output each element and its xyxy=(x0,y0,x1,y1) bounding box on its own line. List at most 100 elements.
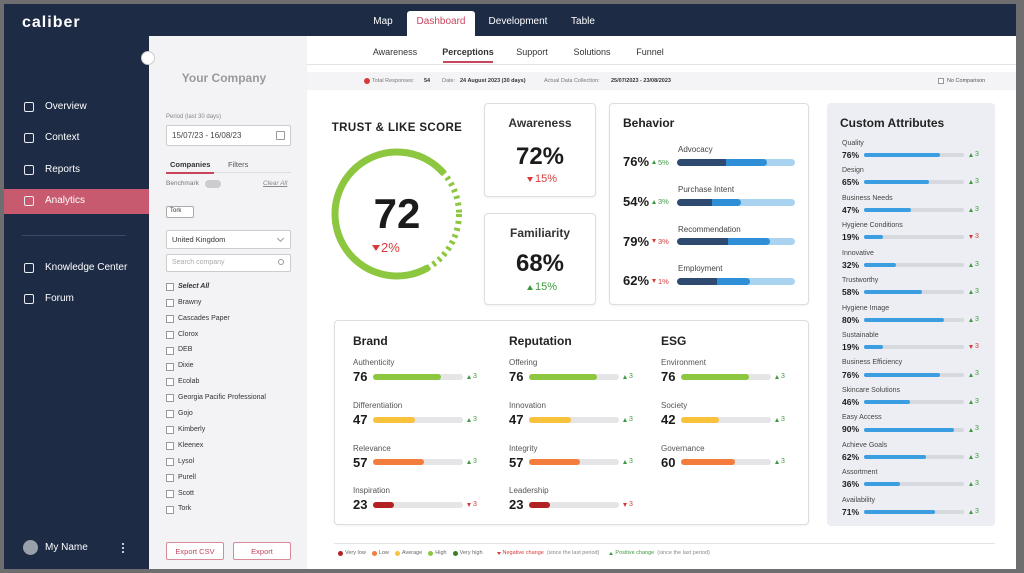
custom-label: Skincare Solutions xyxy=(842,386,900,394)
checkbox[interactable] xyxy=(166,473,174,482)
checkbox[interactable] xyxy=(166,505,174,514)
custom-change: 3 xyxy=(975,425,979,433)
checkbox[interactable] xyxy=(166,442,174,450)
company-option[interactable]: Ecolab xyxy=(178,378,200,386)
sub-tab[interactable]: Solutions xyxy=(573,46,611,57)
company-option[interactable]: Clorox xyxy=(178,330,199,338)
export-label[interactable]: Export CSV xyxy=(175,546,215,556)
nav-item[interactable]: Overview xyxy=(45,101,87,112)
export-button[interactable] xyxy=(233,542,291,560)
trend-arrow xyxy=(623,417,627,422)
info-text: Actual Data Collection: xyxy=(544,77,600,84)
top-tab[interactable]: Dashboard xyxy=(416,16,466,27)
sub-tab[interactable]: Awareness xyxy=(372,46,418,57)
checkbox[interactable] xyxy=(166,346,174,355)
company-option[interactable]: Tork xyxy=(178,505,192,513)
group-title: Brand xyxy=(353,333,388,348)
top-tab[interactable]: Table xyxy=(571,16,595,27)
legend-change: Negative change xyxy=(502,550,544,557)
export-label[interactable]: Export xyxy=(251,546,273,556)
nav-item[interactable]: Reports xyxy=(45,164,81,175)
nav-item[interactable]: Analytics xyxy=(45,195,86,206)
sub-tab[interactable]: Perceptions xyxy=(442,46,494,57)
company-option[interactable]: Lysol xyxy=(178,457,195,465)
checkbox[interactable] xyxy=(166,426,174,435)
menu-dot xyxy=(122,551,124,553)
period-input[interactable] xyxy=(166,125,291,146)
period-value: 15/07/23 - 16/08/23 xyxy=(172,131,242,141)
calendar-icon xyxy=(276,131,285,140)
behavior-label: Employment xyxy=(678,264,723,274)
nav-item[interactable]: Forum xyxy=(45,293,74,304)
behavior-bar-bg xyxy=(677,159,795,166)
dimension-label: Offering xyxy=(509,358,538,368)
custom-bar xyxy=(864,180,929,185)
company-option[interactable]: Kleenex xyxy=(178,441,204,449)
clear-all[interactable]: Clear All xyxy=(263,180,288,188)
nav-icon xyxy=(24,196,34,206)
period-label: Period (last 30 days) xyxy=(166,114,222,121)
country-select[interactable] xyxy=(166,230,291,249)
kpi-change: 15% xyxy=(535,173,558,186)
filter-tab[interactable]: Companies xyxy=(170,159,211,169)
company-option[interactable]: Dixie xyxy=(178,362,194,370)
custom-change: 3 xyxy=(975,452,979,460)
dimension-value: 60 xyxy=(661,454,676,470)
dimension-value: 76 xyxy=(509,369,524,385)
custom-bar-bg xyxy=(864,262,964,267)
checkbox[interactable] xyxy=(166,410,174,419)
trend-arrow xyxy=(775,375,779,379)
behavior-bar-bg xyxy=(677,238,795,246)
select-all[interactable]: Select All xyxy=(178,282,210,290)
company-option[interactable]: Scott xyxy=(178,489,194,497)
checkbox[interactable] xyxy=(166,457,174,466)
company-option[interactable]: Brawny xyxy=(178,298,202,306)
behavior-change: 3% xyxy=(658,236,669,246)
checkbox[interactable] xyxy=(166,314,174,323)
checkbox[interactable] xyxy=(166,283,174,291)
checkbox[interactable] xyxy=(166,489,174,498)
dimension-change: 3 xyxy=(629,372,633,380)
checkbox[interactable] xyxy=(166,362,174,371)
trend-arrow xyxy=(652,199,656,204)
dimension-label: Inspiration xyxy=(353,486,390,496)
benchmark-toggle[interactable] xyxy=(205,180,221,188)
sub-tab[interactable]: Funnel xyxy=(636,46,664,57)
dimension-label: Society xyxy=(661,400,688,410)
company-option[interactable]: Purell xyxy=(178,473,196,481)
company-option[interactable]: Kimberly xyxy=(178,425,206,433)
checkbox[interactable] xyxy=(166,394,174,403)
top-tab[interactable]: Development xyxy=(488,16,548,27)
search-placeholder: Search company xyxy=(172,258,225,266)
top-tab[interactable]: Map xyxy=(373,16,393,27)
custom-change: 3 xyxy=(975,233,979,241)
comparison-label[interactable]: No Comparison xyxy=(947,77,986,84)
custom-change: 3 xyxy=(975,205,979,213)
sub-tab[interactable]: Support xyxy=(516,46,548,57)
nav-item[interactable]: Context xyxy=(45,132,80,143)
comparison-checkbox[interactable] xyxy=(938,78,944,84)
custom-bar xyxy=(864,345,883,350)
dimension-label: Leadership xyxy=(509,486,549,496)
filter-tab[interactable]: Filters xyxy=(228,159,249,169)
custom-bar xyxy=(864,482,900,487)
company-option[interactable]: Gojo xyxy=(178,410,193,417)
collapse-button[interactable] xyxy=(141,51,155,65)
export-button[interactable] xyxy=(166,542,224,560)
custom-label: Design xyxy=(842,167,864,175)
kpi-title: Awareness xyxy=(508,115,572,130)
company-option[interactable]: Georgia Pacific Professional xyxy=(178,394,266,402)
company-option[interactable]: DEB xyxy=(178,346,193,354)
checkbox[interactable] xyxy=(166,378,174,387)
trend-arrow xyxy=(496,551,501,555)
dimension-bar xyxy=(373,502,394,509)
custom-bar-bg xyxy=(864,345,964,350)
dimension-bar-bg xyxy=(373,416,463,423)
checkbox[interactable] xyxy=(166,330,174,339)
trend-arrow xyxy=(527,177,533,183)
company-option[interactable]: Cascades Paper xyxy=(178,314,230,322)
chip[interactable] xyxy=(166,206,194,218)
nav-item[interactable]: Knowledge Center xyxy=(45,262,128,273)
checkbox[interactable] xyxy=(166,298,174,307)
search-box[interactable] xyxy=(166,254,291,272)
